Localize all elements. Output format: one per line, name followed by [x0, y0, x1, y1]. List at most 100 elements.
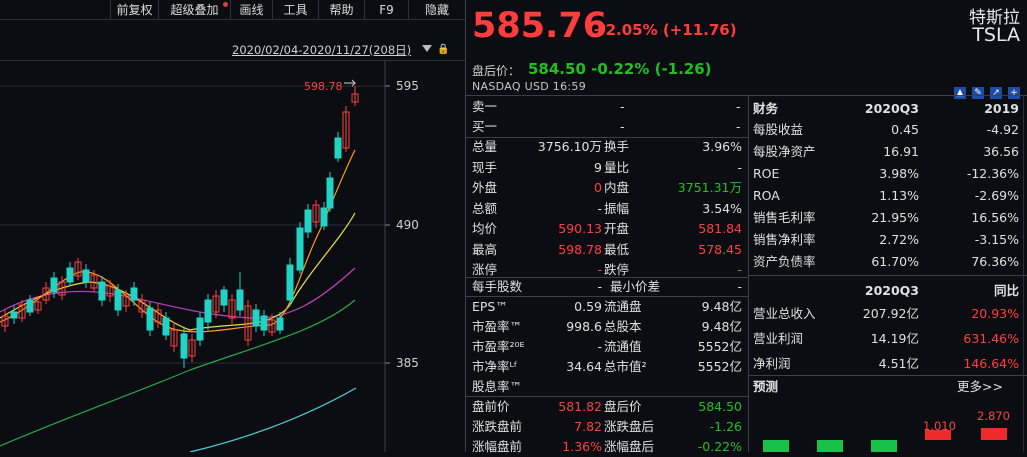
stat-value: 0	[594, 180, 602, 195]
fin-header-label: 财务	[753, 101, 779, 116]
after-hours-value: 584.50 -0.22% (-1.26)	[528, 60, 712, 78]
row-divider	[466, 95, 748, 96]
toolbar-label: 前复权	[116, 3, 153, 17]
stat-value: 590.13	[558, 221, 602, 236]
candle-body	[162, 317, 170, 336]
toolbar-label: F9	[379, 3, 394, 17]
ma-line-long	[0, 299, 356, 447]
candle-body	[34, 301, 42, 311]
fin-label: 营业利润	[753, 331, 804, 346]
row-divider	[749, 275, 1027, 276]
toolbar-tools-button[interactable]: 工具	[272, 0, 318, 20]
row-divider	[749, 375, 1027, 376]
add-icon[interactable]: +	[1008, 87, 1020, 99]
ratio-value	[646, 377, 742, 397]
ratio-label: 流通盘	[604, 299, 642, 314]
candle-body	[1, 315, 9, 327]
ratio-value: 34.64	[566, 359, 602, 374]
prepost-label: 涨幅盘前	[472, 439, 523, 454]
book-label: 买一	[472, 119, 498, 134]
edit-icon[interactable]: ✎	[972, 87, 984, 99]
ratio-label: 股息率™	[472, 379, 523, 394]
open-icon[interactable]: ▲	[954, 87, 966, 99]
candle-body	[196, 317, 204, 341]
forecast-bar	[981, 428, 1007, 440]
stat-label: 最低	[604, 241, 630, 257]
ratio-label: 总股本	[604, 319, 642, 334]
stat-value: 598.78	[558, 241, 602, 257]
stat-value: -	[597, 262, 602, 277]
toolbar-overlay-button[interactable]: 超级叠加	[158, 0, 230, 20]
ratio-value: 0.59	[574, 299, 602, 314]
candle-body	[320, 207, 328, 227]
prepost-label: 涨跌盘前	[472, 419, 523, 434]
scroll-track[interactable]	[1023, 95, 1024, 452]
more-link[interactable]: 更多>>	[957, 379, 1003, 394]
toolbar-help-button[interactable]: 帮助	[318, 0, 364, 20]
stock-ticker: TSLA	[972, 24, 1020, 46]
toolbar-draw-button[interactable]: 画线	[230, 0, 272, 20]
candle-body	[268, 319, 276, 333]
toolbar-f9-button[interactable]: F9	[364, 0, 408, 20]
kline-chart-panel[interactable]: 前复权 超级叠加 画线 工具 帮助 F9 隐藏 2020/02/04-2020/…	[0, 0, 465, 452]
book-volume: -	[736, 119, 741, 134]
stat-label: 总额	[472, 200, 498, 216]
panel-divider[interactable]	[465, 0, 466, 452]
candle-body	[296, 227, 304, 271]
row-divider	[466, 137, 748, 138]
candle-body	[236, 289, 244, 311]
stat-value: 3751.31万	[677, 180, 742, 195]
candle-body	[10, 311, 18, 319]
y-tick-label: 385	[396, 356, 419, 370]
share-icon[interactable]: ↗	[990, 87, 1002, 99]
y-tick-label: 490	[396, 218, 419, 232]
candle-body	[326, 177, 334, 209]
candle-body	[114, 289, 122, 311]
row-divider	[749, 95, 1027, 96]
candle-body	[342, 111, 350, 149]
fin-value: 1.13%	[879, 188, 919, 203]
prepost-value: -1.26	[709, 419, 742, 434]
ma-line-xlong	[189, 387, 357, 452]
lock-icon[interactable]: 🔒	[437, 44, 450, 55]
candle-body	[204, 299, 212, 323]
stat-label: 最高	[472, 241, 498, 257]
candle-body	[170, 329, 178, 347]
prepost-value: 1.36%	[562, 439, 602, 454]
candlestick-plot: 595 490 385 598.78	[0, 61, 419, 452]
ratio-value	[534, 377, 602, 397]
fin-value: 2.72%	[879, 232, 919, 247]
candle-body	[138, 299, 146, 313]
candle-body	[18, 304, 26, 319]
date-range-selector[interactable]: 2020/02/04-2020/11/27(208日)	[232, 43, 412, 57]
toolbar-hide-button[interactable]: 隐藏	[408, 0, 465, 20]
candle-body	[130, 287, 138, 301]
toolbar-adjust-button[interactable]: 前复权	[110, 0, 158, 20]
toolbar-label: 工具	[283, 3, 308, 17]
candle-body	[180, 333, 188, 359]
last-price: 585.76	[472, 6, 608, 46]
fin-value: -3.15%	[974, 232, 1019, 247]
dropdown-arrow-icon[interactable]	[422, 45, 432, 52]
prepost-value: 7.82	[574, 419, 602, 434]
stat-label: 量比	[604, 159, 630, 175]
fin-value: 20.93%	[971, 306, 1019, 321]
chart-toolbar: 前复权 超级叠加 画线 工具 帮助 F9 隐藏	[0, 0, 465, 20]
candle-body	[146, 307, 154, 331]
fin-value: 61.70%	[871, 254, 919, 269]
ratio-value: 9.48亿	[701, 299, 742, 314]
fin-value: 631.46%	[963, 331, 1019, 346]
fin-label: 营业总收入	[753, 306, 816, 321]
stat-label: 每手股数	[472, 279, 523, 294]
stat-value: -	[597, 200, 602, 216]
price-change: +2.05% (+11.76)	[593, 21, 737, 39]
high-price-label: 598.78	[304, 80, 343, 93]
fin-value: 16.56%	[971, 210, 1019, 225]
fin-value: 0.45	[891, 122, 919, 137]
exchange-info: NASDAQ USD 16:59	[472, 80, 586, 93]
fin-label: ROA	[753, 188, 780, 203]
candle-body	[154, 309, 162, 323]
column-divider	[748, 95, 749, 452]
fin-header-period: 2020Q3	[864, 283, 919, 298]
candle-body	[58, 281, 66, 296]
